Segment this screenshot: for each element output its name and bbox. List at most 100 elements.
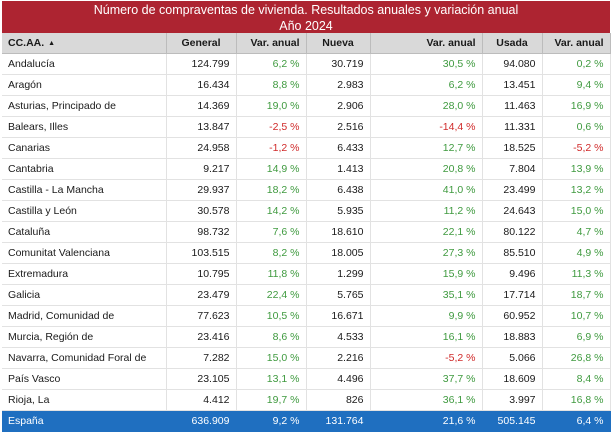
cell-general: 4.412 <box>166 389 237 411</box>
cell-region: Galicia <box>2 284 167 306</box>
cell-var-nueva: 9,9 % <box>370 305 483 327</box>
cell-general: 14.369 <box>166 95 237 117</box>
cell-var-nueva: 21,6 % <box>370 410 483 432</box>
header-usada[interactable]: Usada <box>482 33 543 54</box>
cell-usada: 80.122 <box>482 221 543 243</box>
cell-nueva: 18.005 <box>306 242 371 264</box>
cell-var-usada: 4,9 % <box>542 242 611 264</box>
header-var-usada[interactable]: Var. anual <box>542 33 611 54</box>
cell-var-usada: -5,2 % <box>542 137 611 159</box>
table-row: Andalucía 124.799 6,2 % 30.719 30,5 % 94.080 0… <box>2 53 611 75</box>
cell-general: 124.799 <box>166 53 237 75</box>
table-row: País Vasco 23.105 13,1 % 4.496 37,7 % 18.609 8… <box>2 368 611 390</box>
cell-var-nueva: 30,5 % <box>370 53 483 75</box>
cell-var-general: 10,5 % <box>236 305 307 327</box>
cell-nueva: 1.413 <box>306 158 371 180</box>
cell-general: 7.282 <box>166 347 237 369</box>
cell-var-usada: 11,3 % <box>542 263 611 285</box>
cell-var-usada: 26,8 % <box>542 347 611 369</box>
cell-nueva: 16.671 <box>306 305 371 327</box>
header-var-general[interactable]: Var. anual <box>236 33 307 54</box>
cell-usada: 18.609 <box>482 368 543 390</box>
cell-nueva: 4.533 <box>306 326 371 348</box>
cell-region: Rioja, La <box>2 389 167 411</box>
cell-var-nueva: 16,1 % <box>370 326 483 348</box>
cell-region: Balears, Illes <box>2 116 167 138</box>
cell-general: 23.105 <box>166 368 237 390</box>
cell-general: 23.479 <box>166 284 237 306</box>
cell-var-usada: 0,6 % <box>542 116 611 138</box>
cell-general: 16.434 <box>166 74 237 96</box>
cell-var-general: 14,9 % <box>236 158 307 180</box>
cell-var-usada: 6,4 % <box>542 410 611 432</box>
cell-region: Andalucía <box>2 53 167 75</box>
cell-var-general: -1,2 % <box>236 137 307 159</box>
cell-region: Asturias, Principado de <box>2 95 167 117</box>
data-table: CC.AA. ▲ General Var. anual Nueva Var. an… <box>2 33 611 432</box>
cell-var-usada: 13,2 % <box>542 179 611 201</box>
cell-general: 10.795 <box>166 263 237 285</box>
cell-general: 77.623 <box>166 305 237 327</box>
cell-var-general: 18,2 % <box>236 179 307 201</box>
cell-usada: 3.997 <box>482 389 543 411</box>
cell-nueva: 4.496 <box>306 368 371 390</box>
cell-nueva: 6.438 <box>306 179 371 201</box>
cell-region: Extremadura <box>2 263 167 285</box>
cell-var-nueva: 6,2 % <box>370 74 483 96</box>
cell-general: 13.847 <box>166 116 237 138</box>
cell-usada: 11.463 <box>482 95 543 117</box>
table-row: Cataluña 98.732 7,6 % 18.610 22,1 % 80.122 4,7… <box>2 221 611 243</box>
total-row: España 636.909 9,2 % 131.764 21,6 % 505.145 6,… <box>2 410 611 432</box>
cell-general: 9.217 <box>166 158 237 180</box>
cell-nueva: 826 <box>306 389 371 411</box>
table-row: Galicia 23.479 22,4 % 5.765 35,1 % 17.714 18,7… <box>2 284 611 306</box>
cell-usada: 9.496 <box>482 263 543 285</box>
cell-general: 103.515 <box>166 242 237 264</box>
cell-nueva: 131.764 <box>306 410 371 432</box>
cell-var-usada: 8,4 % <box>542 368 611 390</box>
cell-var-usada: 0,2 % <box>542 53 611 75</box>
cell-nueva: 2.983 <box>306 74 371 96</box>
cell-var-general: 6,2 % <box>236 53 307 75</box>
cell-usada: 17.714 <box>482 284 543 306</box>
cell-region: Cataluña <box>2 221 167 243</box>
cell-var-usada: 4,7 % <box>542 221 611 243</box>
cell-nueva: 18.610 <box>306 221 371 243</box>
cell-region: Castilla - La Mancha <box>2 179 167 201</box>
cell-var-nueva: 12,7 % <box>370 137 483 159</box>
cell-var-general: 8,2 % <box>236 242 307 264</box>
header-region[interactable]: CC.AA. ▲ <box>2 33 167 54</box>
cell-var-usada: 16,8 % <box>542 389 611 411</box>
cell-nueva: 5.765 <box>306 284 371 306</box>
cell-region: Canarias <box>2 137 167 159</box>
table-title-line1: Número de compraventas de vivienda. Resu… <box>93 3 519 17</box>
cell-region: España <box>2 410 167 432</box>
cell-var-usada: 13,9 % <box>542 158 611 180</box>
cell-usada: 23.499 <box>482 179 543 201</box>
cell-nueva: 2.906 <box>306 95 371 117</box>
cell-var-general: 9,2 % <box>236 410 307 432</box>
header-row: CC.AA. ▲ General Var. anual Nueva Var. an… <box>2 33 611 54</box>
cell-var-general: 19,0 % <box>236 95 307 117</box>
cell-nueva: 1.299 <box>306 263 371 285</box>
cell-nueva: 6.433 <box>306 137 371 159</box>
cell-var-nueva: 22,1 % <box>370 221 483 243</box>
cell-var-general: 14,2 % <box>236 200 307 222</box>
cell-region: Madrid, Comunidad de <box>2 305 167 327</box>
header-nueva[interactable]: Nueva <box>306 33 371 54</box>
table-row: Rioja, La 4.412 19,7 % 826 36,1 % 3.997 16,8 % <box>2 389 611 411</box>
header-general[interactable]: General <box>166 33 237 54</box>
cell-region: Navarra, Comunidad Foral de <box>2 347 167 369</box>
cell-var-general: 11,8 % <box>236 263 307 285</box>
table-row: Castilla y León 30.578 14,2 % 5.935 11,2 % 24… <box>2 200 611 222</box>
cell-general: 636.909 <box>166 410 237 432</box>
header-var-nueva[interactable]: Var. anual <box>370 33 483 54</box>
table-row: Madrid, Comunidad de 77.623 10,5 % 16.671 9,… <box>2 305 611 327</box>
table-row: Canarias 24.958 -1,2 % 6.433 12,7 % 18.525 -5,… <box>2 137 611 159</box>
sort-ascending-icon[interactable]: ▲ <box>48 39 56 47</box>
cell-usada: 5.066 <box>482 347 543 369</box>
cell-var-general: 7,6 % <box>236 221 307 243</box>
cell-var-general: 8,8 % <box>236 74 307 96</box>
cell-var-general: 15,0 % <box>236 347 307 369</box>
